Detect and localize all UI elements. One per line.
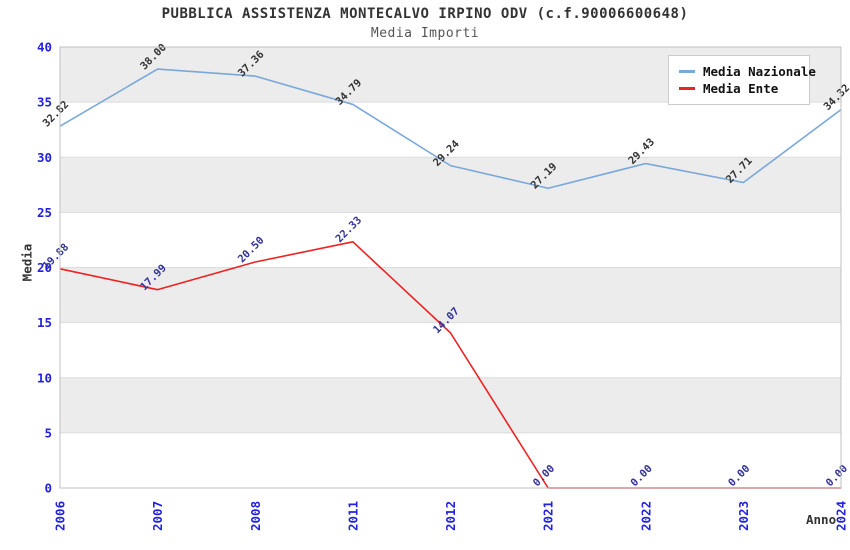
- y-tick-label: 30: [37, 150, 52, 165]
- chart-subtitle: Media Importi: [370, 26, 480, 41]
- x-axis-title: Anno: [806, 512, 837, 527]
- chart-title: PUBBLICA ASSISTENZA MONTECALVO IRPINO OD…: [161, 6, 689, 22]
- x-tick-label: 2006: [53, 501, 68, 531]
- y-tick-label: 10: [37, 370, 52, 385]
- plot-band: [60, 267, 841, 323]
- legend: Media Nazionale Media Ente: [668, 55, 816, 105]
- y-tick-label: 35: [37, 95, 52, 110]
- legend-swatch-nazionale-icon: [679, 70, 695, 73]
- plot-band: [60, 377, 841, 433]
- y-axis-title: Media: [19, 243, 35, 282]
- legend-item-nazionale: Media Nazionale: [679, 63, 816, 80]
- x-tick-label: 2024: [834, 501, 849, 531]
- series-line-0: [59, 68, 842, 190]
- legend-swatch-ente-icon: [679, 87, 695, 90]
- y-tick-label: 25: [37, 205, 52, 220]
- x-tick-label: 2008: [248, 501, 263, 531]
- x-tick-label: 2011: [345, 501, 360, 531]
- x-tick-label: 2022: [638, 501, 653, 531]
- x-tick-label: 2012: [443, 501, 458, 531]
- y-tick-label: 40: [37, 40, 52, 55]
- legend-item-ente: Media Ente: [679, 80, 809, 97]
- x-tick-label: 2007: [150, 501, 165, 531]
- y-tick-label: 20: [37, 260, 52, 275]
- plot-border: [59, 46, 842, 489]
- y-tick-label: 5: [44, 425, 52, 440]
- y-tick-label: 0: [44, 481, 52, 496]
- legend-label-nazionale: Media Nazionale: [703, 64, 816, 79]
- y-tick-label: 15: [37, 315, 52, 330]
- x-tick-label: 2021: [541, 501, 556, 531]
- x-tick-label: 2023: [736, 501, 751, 531]
- legend-label-ente: Media Ente: [703, 81, 779, 96]
